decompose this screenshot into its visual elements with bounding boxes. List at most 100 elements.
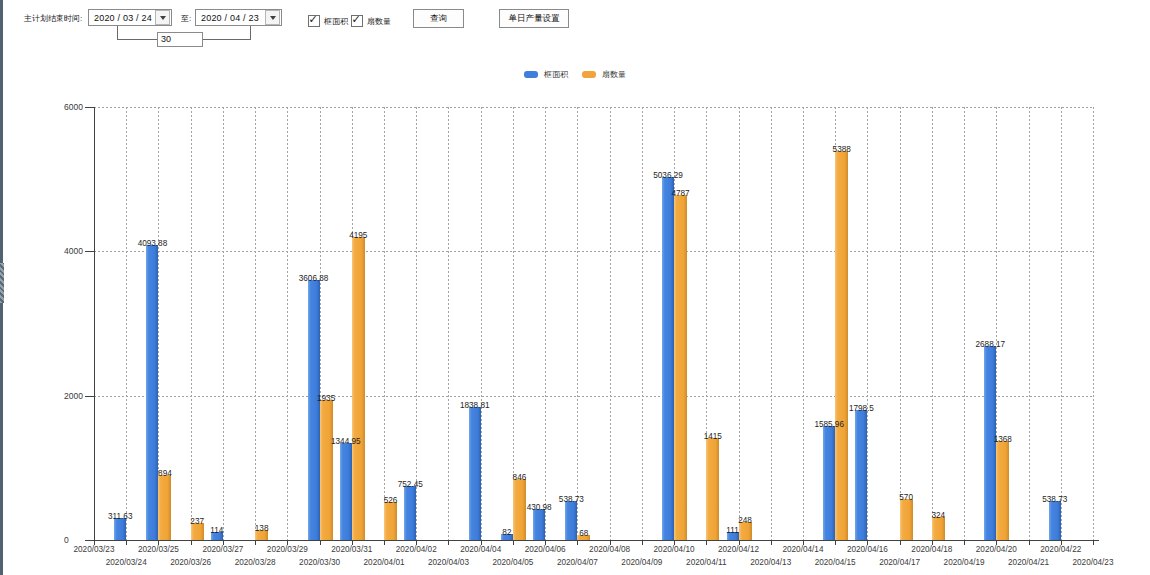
x-gridline <box>867 107 868 540</box>
x-gridline <box>287 107 288 540</box>
x-tick <box>900 541 901 545</box>
bar-fan-count <box>932 517 945 540</box>
x-gridline <box>577 107 578 540</box>
x-axis-label: 2020/04/23 <box>1063 558 1123 567</box>
x-tick <box>771 541 772 545</box>
bar-value-label: 752.45 <box>370 480 450 489</box>
y-tick <box>85 396 94 397</box>
x-axis-label: 2020/04/07 <box>547 558 607 567</box>
x-gridline <box>803 107 804 540</box>
x-axis-label: 2020/04/08 <box>580 545 640 554</box>
x-tick <box>642 541 643 545</box>
y-axis-label: 2000 <box>64 391 83 401</box>
x-axis-label: 2020/03/27 <box>193 545 253 554</box>
chart-area: 02000400060002020/03/232020/03/242020/03… <box>0 0 1150 575</box>
x-tick <box>287 541 288 545</box>
bar-value-label: 2688.17 <box>950 340 1030 349</box>
y-axis-label: 6000 <box>64 102 83 112</box>
bar-fan-count <box>158 475 171 540</box>
x-tick <box>384 541 385 545</box>
x-axis-label: 2020/04/10 <box>644 545 704 554</box>
x-tick <box>448 541 449 545</box>
x-gridline <box>255 107 256 540</box>
bar-value-label: 846 <box>479 473 559 482</box>
bar-value-label: 311.63 <box>80 512 160 521</box>
bar-value-label: 68 <box>544 529 624 538</box>
bar-frame-area <box>308 280 320 540</box>
x-tick <box>416 541 417 545</box>
x-gridline <box>771 107 772 540</box>
x-gridline <box>900 107 901 540</box>
bar-fan-count <box>320 400 333 540</box>
x-axis-label: 2020/04/01 <box>354 558 414 567</box>
bar-frame-area <box>823 426 835 540</box>
y-gridline <box>94 107 1093 108</box>
x-gridline <box>964 107 965 540</box>
bar-value-label: 3606.88 <box>274 274 354 283</box>
y-axis-label: 4000 <box>64 246 83 256</box>
bar-value-label: 1838.81 <box>435 401 515 410</box>
bar-fan-count <box>352 237 365 540</box>
x-tick <box>577 541 578 545</box>
x-gridline <box>384 107 385 540</box>
bar-value-label: 1935 <box>286 394 366 403</box>
y-tick <box>85 540 94 541</box>
x-tick <box>706 541 707 545</box>
x-axis-label: 2020/04/16 <box>837 545 897 554</box>
bar-frame-area <box>1049 501 1061 540</box>
bar-value-label: 894 <box>125 469 205 478</box>
x-axis-label: 2020/03/23 <box>64 545 124 554</box>
bar-value-label: 248 <box>705 516 785 525</box>
x-tick <box>481 541 482 545</box>
x-axis-label: 2020/04/11 <box>676 558 736 567</box>
bar-frame-area <box>340 443 352 540</box>
bar-frame-area <box>662 177 674 540</box>
bar-value-label: 1585.96 <box>789 420 869 429</box>
x-axis-label: 2020/03/28 <box>225 558 285 567</box>
y-gridline <box>94 396 1093 397</box>
x-axis-label: 2020/04/04 <box>451 545 511 554</box>
bar-value-label: 111 <box>693 526 773 535</box>
x-tick <box>964 541 965 545</box>
x-tick <box>94 541 95 545</box>
y-tick <box>85 251 94 252</box>
x-tick <box>610 541 611 545</box>
bar-value-label: 4093.88 <box>112 239 192 248</box>
x-tick <box>352 541 353 545</box>
x-tick <box>223 541 224 545</box>
bar-value-label: 1415 <box>673 432 753 441</box>
x-axis-label: 2020/03/30 <box>290 558 350 567</box>
x-gridline <box>610 107 611 540</box>
bar-value-label: 570 <box>866 493 946 502</box>
x-tick <box>158 541 159 545</box>
x-axis-label: 2020/04/18 <box>902 545 962 554</box>
bar-value-label: 1798.5 <box>821 404 901 413</box>
x-axis-label: 2020/04/09 <box>612 558 672 567</box>
bar-value-label: 82 <box>467 528 547 537</box>
bar-frame-area <box>855 410 867 540</box>
x-axis-label: 2020/04/22 <box>1031 545 1091 554</box>
y-gridline <box>94 251 1093 252</box>
bar-value-label: 1344.95 <box>306 437 386 446</box>
x-axis-label: 2020/03/26 <box>161 558 221 567</box>
x-axis-label: 2020/04/21 <box>999 558 1059 567</box>
x-gridline <box>739 107 740 540</box>
bar-fan-count <box>835 151 848 540</box>
bar-value-label: 5036.29 <box>628 171 708 180</box>
bar-value-label: 1368 <box>963 435 1043 444</box>
x-tick <box>255 541 256 545</box>
x-tick <box>1029 541 1030 545</box>
bar-frame-area <box>146 245 158 540</box>
bar-value-label: 138 <box>222 524 302 533</box>
x-axis-label: 2020/04/13 <box>741 558 801 567</box>
x-tick <box>513 541 514 545</box>
x-axis-label: 2020/03/24 <box>96 558 156 567</box>
x-tick <box>867 541 868 545</box>
x-axis-label: 2020/04/05 <box>483 558 543 567</box>
bar-value-label: 538.73 <box>531 495 611 504</box>
bar-fan-count <box>674 195 687 540</box>
x-gridline <box>1061 107 1062 540</box>
app-window: { "toolbar": { "date_label": "主计划结束时间:",… <box>0 0 1150 575</box>
bar-frame-area <box>114 518 126 540</box>
x-tick <box>320 541 321 545</box>
